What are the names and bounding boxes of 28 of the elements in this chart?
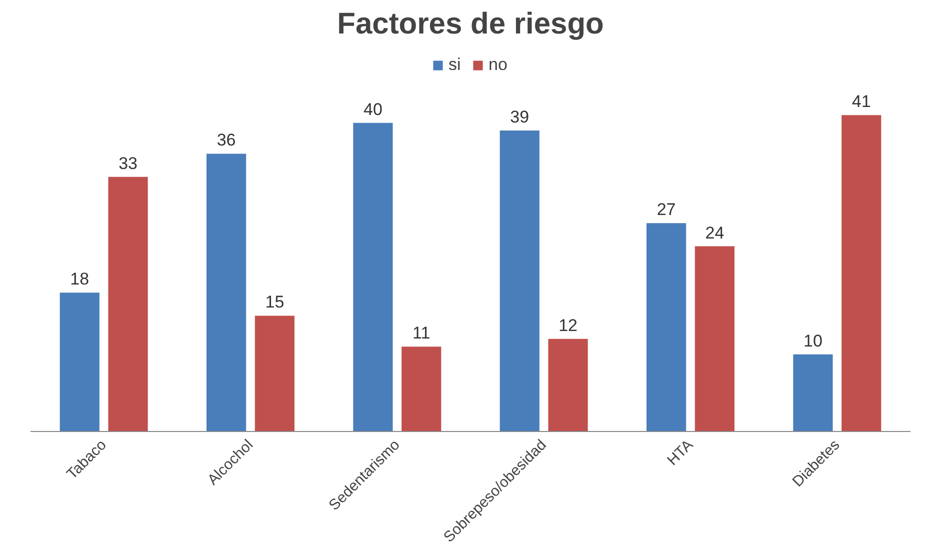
bar [206, 154, 246, 432]
legend-label: no [488, 55, 508, 75]
bar [108, 176, 148, 432]
data-label: 41 [852, 92, 871, 112]
data-label: 24 [705, 223, 724, 242]
legend-label: si [448, 55, 462, 75]
bar [793, 354, 833, 432]
data-label: 18 [70, 270, 90, 289]
data-label: 12 [558, 316, 578, 335]
chart-title: Factores de riesgo [337, 8, 604, 40]
data-label: 39 [510, 108, 530, 127]
bar [60, 292, 100, 432]
data-label: 27 [656, 200, 676, 220]
bar [353, 122, 393, 432]
bar [548, 338, 588, 432]
data-label: 15 [265, 292, 284, 312]
bar [254, 316, 294, 432]
bar [500, 130, 540, 432]
bar [402, 346, 442, 432]
bar [842, 115, 882, 432]
data-label: 10 [804, 331, 822, 350]
data-label: 36 [216, 130, 236, 150]
data-label: 40 [364, 100, 382, 119]
data-label: 11 [412, 324, 430, 343]
x-tick-label: HTA [664, 436, 697, 469]
bar [694, 246, 734, 432]
bar [646, 223, 686, 432]
data-label: 33 [118, 154, 138, 173]
